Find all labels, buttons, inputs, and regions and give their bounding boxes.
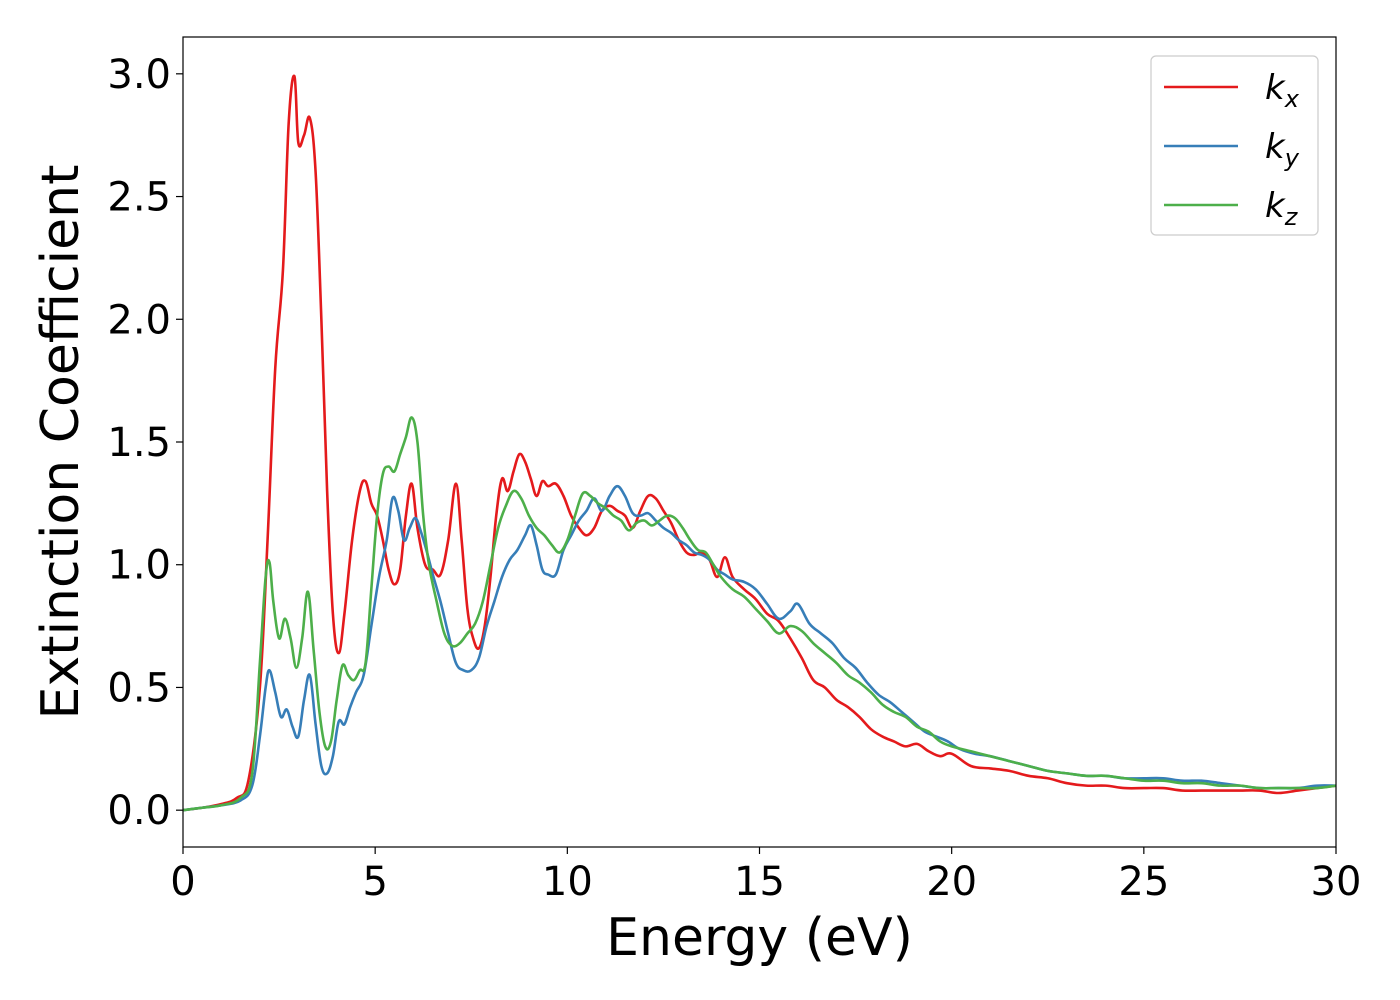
x-tick-label: 10 [542, 859, 593, 905]
x-tick-label: 15 [734, 859, 785, 905]
series-line-kz [183, 416, 1336, 812]
ticks: 0 5 10 15 20 25 30 0.0 0.5 1.0 1.5 2.0 2.5 3.0 [107, 52, 1361, 905]
y-tick-label: 2.0 [107, 297, 171, 343]
y-tick-label: 2.5 [107, 175, 171, 221]
x-axis-label: Energy (eV) [606, 908, 913, 968]
x-tick-label: 25 [1118, 859, 1169, 905]
y-tick-label: 1.5 [107, 420, 171, 466]
series-line-ky [183, 484, 1336, 812]
x-tick-label: 20 [926, 859, 977, 905]
y-tick-label: 0.0 [107, 788, 171, 834]
plot-lines [183, 74, 1336, 812]
y-tick-label: 0.5 [107, 665, 171, 711]
y-axis-label: Extinction Coefficient [31, 165, 91, 720]
x-tick-label: 30 [1311, 859, 1362, 905]
y-tick-label: 3.0 [107, 52, 171, 98]
y-tick-label: 1.0 [107, 543, 171, 589]
x-tick-label: 5 [362, 859, 387, 905]
x-tick-label: 0 [170, 859, 195, 905]
